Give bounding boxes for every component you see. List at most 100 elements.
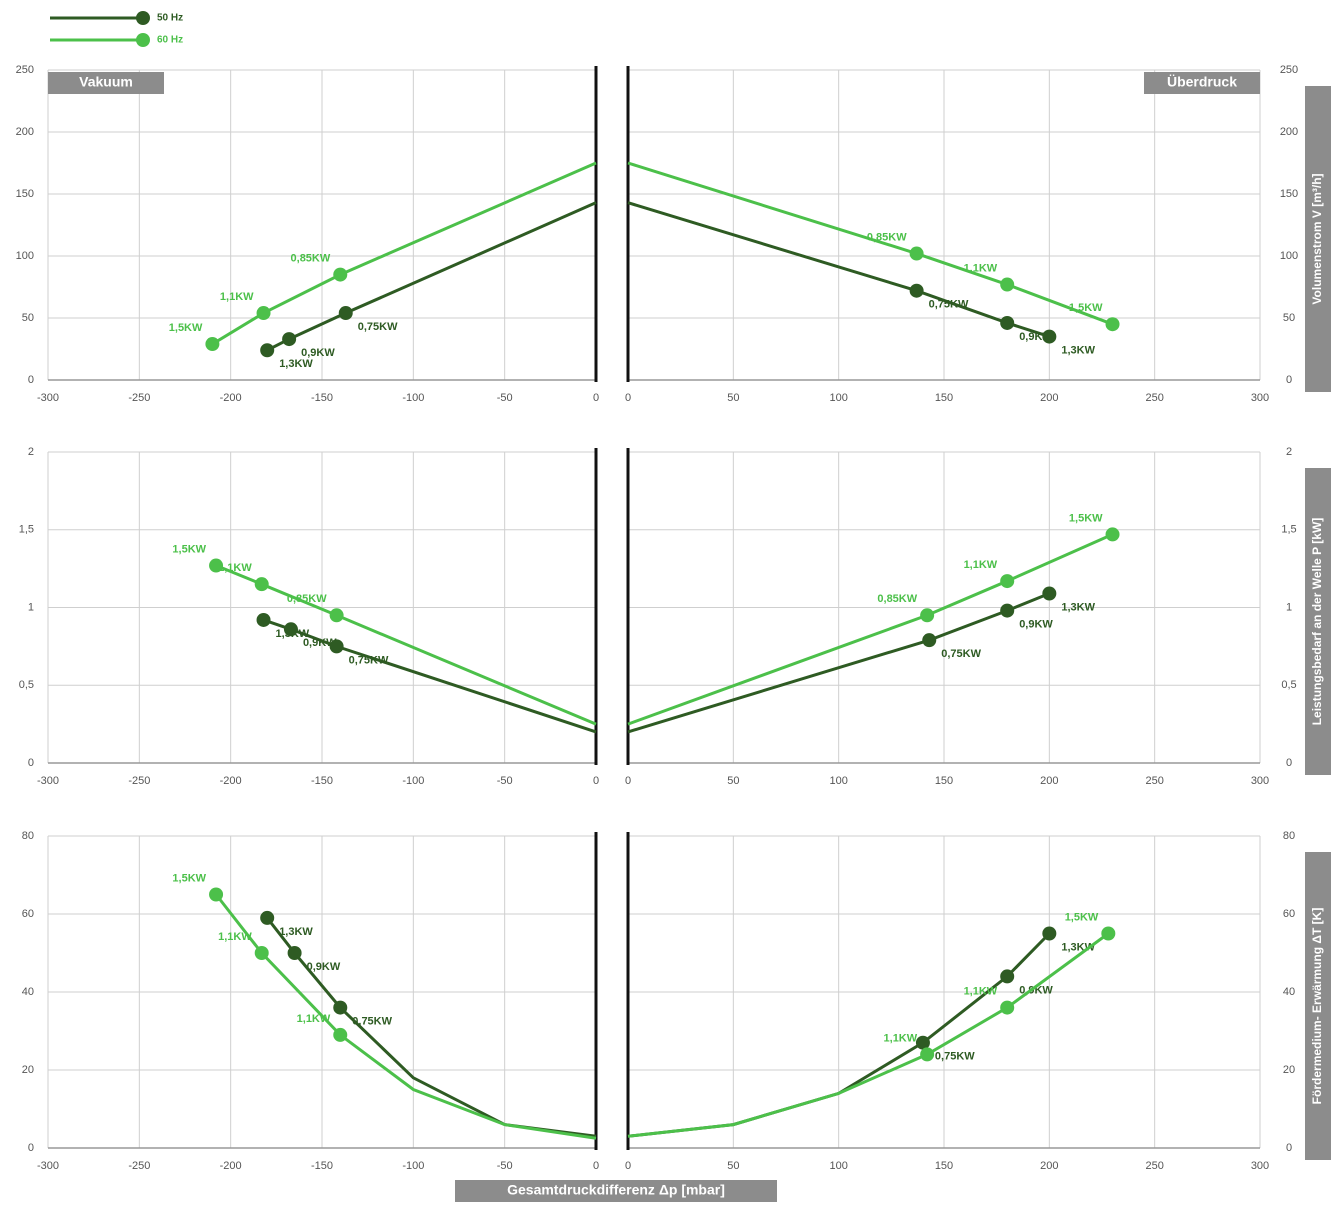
point-label: 0,85KW — [291, 253, 331, 265]
point-label: 1,1KW — [964, 559, 998, 571]
point — [1042, 329, 1057, 344]
point-label: 1,1KW — [218, 931, 252, 943]
x-tick-label: 0 — [625, 392, 631, 404]
x-tick-label: 100 — [829, 1160, 847, 1172]
point-label: 1,5KW — [172, 543, 206, 555]
point-label: 0,9KW — [1019, 619, 1053, 631]
y-tick-label: 60 — [22, 908, 34, 920]
point — [920, 1047, 935, 1062]
point — [338, 306, 353, 321]
point — [329, 639, 344, 654]
legend-label: 50 Hz — [157, 13, 183, 24]
point — [282, 332, 297, 347]
point-label: 1,5KW — [1069, 302, 1103, 314]
legend-marker — [136, 11, 150, 25]
y-tick-label: 2 — [1286, 446, 1292, 458]
x-tick-label: -250 — [128, 1160, 150, 1172]
x-tick-label: 50 — [727, 392, 739, 404]
point — [1105, 317, 1120, 332]
point-label: 0,75KW — [349, 654, 389, 666]
series-line — [627, 201, 1050, 339]
series-line — [211, 161, 597, 346]
point-label: 0,75KW — [352, 1016, 392, 1028]
point-label: 1,1KW — [220, 291, 254, 303]
point — [915, 1035, 930, 1050]
point — [333, 1027, 348, 1042]
point — [1000, 603, 1015, 618]
x-tick-label: 100 — [829, 775, 847, 787]
legend-label: 60 Hz — [157, 35, 183, 46]
x-tick-label: -50 — [497, 392, 513, 404]
x-tick-label: 0 — [593, 1160, 599, 1172]
panel-label-box — [1144, 72, 1260, 94]
panel-label: Vakuum — [79, 74, 133, 90]
point — [254, 577, 269, 592]
y-label-box — [1305, 468, 1331, 775]
x-tick-label: -100 — [402, 775, 424, 787]
point — [256, 612, 271, 627]
x-tick-label: -100 — [402, 1160, 424, 1172]
x-tick-label: -300 — [37, 775, 59, 787]
point-label: 1,5KW — [1065, 911, 1099, 923]
y-tick-label: 80 — [22, 830, 34, 842]
y-label-box — [1305, 86, 1331, 392]
x-tick-label: -150 — [311, 1160, 333, 1172]
x-tick-label: 250 — [1145, 392, 1163, 404]
point — [254, 946, 269, 960]
x-tick-label: 50 — [727, 775, 739, 787]
x-tick-label: 300 — [1251, 1160, 1269, 1172]
x-tick-label: 250 — [1145, 1160, 1163, 1172]
point — [1000, 277, 1015, 292]
x-tick-label: 0 — [593, 775, 599, 787]
series-line — [627, 592, 1050, 734]
y-tick-label: 250 — [1280, 64, 1298, 76]
y-tick-label: 150 — [16, 188, 34, 200]
point-label: 1,3KW — [1061, 601, 1095, 613]
series-line — [214, 893, 597, 1140]
y-tick-label: 0 — [28, 757, 34, 769]
point — [209, 887, 224, 902]
y-tick-label: 40 — [22, 986, 34, 998]
point-label: 0,9KW — [307, 961, 341, 973]
point — [329, 608, 344, 623]
point — [1000, 315, 1015, 330]
point — [1042, 926, 1057, 941]
point-label: 0,75KW — [358, 321, 398, 333]
x-tick-label: -300 — [37, 1160, 59, 1172]
point — [1000, 969, 1015, 984]
x-tick-label: 300 — [1251, 392, 1269, 404]
x-tick-label: -150 — [311, 775, 333, 787]
y-tick-label: 0 — [1286, 1142, 1292, 1154]
point-label: 1,3KW — [279, 926, 313, 938]
x-tick-label: 250 — [1145, 775, 1163, 787]
y-tick-label: 1,5 — [19, 524, 34, 536]
x-tick-label: -50 — [497, 775, 513, 787]
y-tick-label: 0,5 — [1281, 679, 1296, 691]
panel-label-box — [48, 72, 164, 94]
point-label: 0,75KW — [941, 648, 981, 660]
x-tick-label: -250 — [128, 392, 150, 404]
x-tick-label: 50 — [727, 1160, 739, 1172]
y-tick-label: 40 — [1283, 986, 1295, 998]
y-tick-label: 0 — [1286, 757, 1292, 769]
x-tick-label: 300 — [1251, 775, 1269, 787]
point-label: 1,1KW — [297, 1013, 331, 1025]
y-label-box — [1305, 852, 1331, 1160]
series-line — [627, 161, 1114, 326]
point-label: 0,85KW — [867, 231, 907, 243]
point-label: 1,5KW — [169, 322, 203, 334]
y-tick-label: 20 — [22, 1064, 34, 1076]
y-tick-label: 2 — [28, 446, 34, 458]
y-tick-label: 0 — [28, 1142, 34, 1154]
x-tick-label: 150 — [935, 392, 953, 404]
point-label: 0,9KW — [303, 637, 337, 649]
y-tick-label: 80 — [1283, 830, 1295, 842]
y-tick-label: 200 — [1280, 126, 1298, 138]
y-tick-label: 250 — [16, 64, 34, 76]
y-tick-label: 150 — [1280, 188, 1298, 200]
legend-marker — [136, 33, 150, 47]
point — [1042, 586, 1057, 601]
y-label: Leistungsbedarf an der Welle P [kW] — [1310, 518, 1324, 726]
point-label: 0,75KW — [935, 1051, 975, 1063]
